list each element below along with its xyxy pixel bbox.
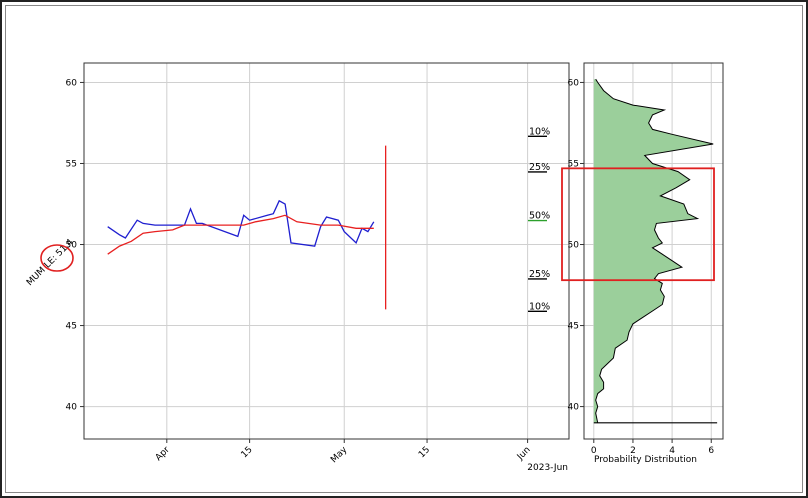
red-series-line: [107, 214, 374, 255]
main-ytick-label: 50: [66, 241, 78, 251]
main-xtick-label: Jun: [515, 445, 533, 463]
main-xtick-label: Apr: [154, 445, 172, 463]
y-annotation-label: MUM LE: 51.4: [25, 237, 76, 288]
main-plot-frame: [83, 62, 570, 440]
dist-ytick-label: 50: [568, 241, 580, 251]
distribution-axes-group: 40 45 50 55 60 0 2 4 6 Probability Distribution: [568, 62, 724, 465]
blue-series-line: [107, 199, 375, 247]
main-gridlines: [84, 63, 569, 439]
dist-ytick-label: 55: [568, 159, 579, 169]
main-ytick-label: 45: [66, 322, 77, 332]
percentile-label: 25%: [529, 162, 550, 173]
highlight-box: [561, 167, 715, 282]
percentile-label: 25%: [529, 269, 550, 280]
annotation-circle: [40, 244, 74, 272]
main-xtick-label: May: [329, 445, 350, 466]
main-xtick-label: 15: [417, 445, 432, 460]
dist-ytick-label: 60: [568, 78, 580, 88]
dist-ytick-label: 40: [568, 403, 580, 413]
dist-xtick-label: 6: [708, 446, 714, 456]
dist-plot-frame: [583, 62, 724, 440]
dist-xtick-label: 4: [669, 446, 675, 456]
dist-xlabel: Probability Distribution: [594, 455, 697, 465]
main-ytick-label: 40: [66, 403, 78, 413]
main-series-group: [107, 145, 387, 310]
percentile-label: 10%: [529, 126, 550, 137]
dist-xtick-label: 2: [630, 446, 636, 456]
percentile-label: 10%: [529, 301, 550, 312]
distribution-area-group: [593, 78, 718, 424]
dist-ytick-label: 45: [568, 322, 579, 332]
figure-inner-border: [5, 5, 803, 493]
x-offset-label: 2023-Jun: [527, 463, 568, 473]
distribution-edge: [595, 78, 714, 423]
main-ytick-label: 55: [66, 159, 77, 169]
distribution-fill: [593, 79, 714, 423]
percentile-label: 50%: [529, 211, 550, 222]
main-ytick-label: 60: [66, 78, 78, 88]
dist-xtick-label: 0: [591, 446, 597, 456]
main-xtick-label: 15: [240, 445, 255, 460]
